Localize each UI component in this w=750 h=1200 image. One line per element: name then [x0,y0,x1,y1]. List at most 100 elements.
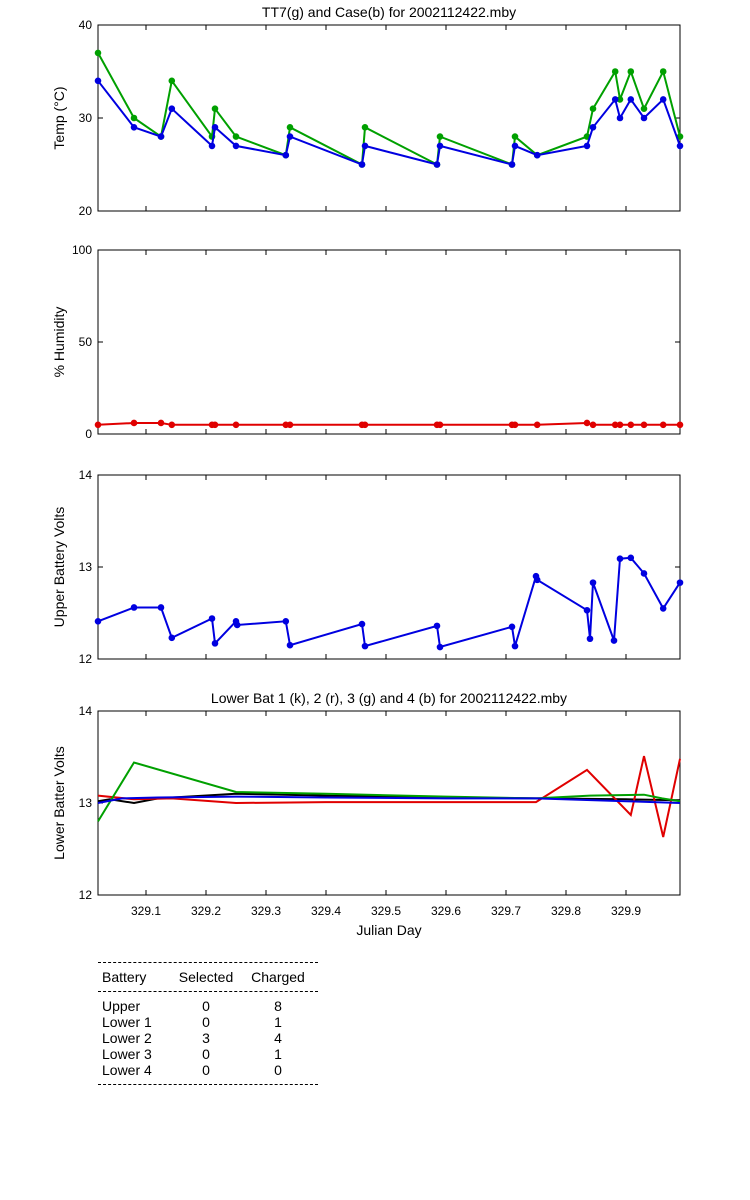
data-point [362,143,368,149]
row-charged: 1 [238,1046,318,1062]
data-point [131,115,137,121]
y-tick-label: 14 [79,704,93,718]
data-point [612,97,618,103]
data-point [283,152,289,158]
x-axis-label: Julian Day [356,922,421,938]
row-battery: Lower 3 [98,1046,174,1062]
data-point [362,422,368,428]
table-row: Upper 0 8 [98,998,318,1014]
table-rule-bottom [98,1084,318,1085]
row-selected: 0 [174,1014,238,1030]
data-point [628,422,634,428]
data-point [158,420,164,426]
data-point [509,624,515,630]
x-tick-label: 329.4 [311,904,341,918]
data-point [584,607,590,613]
row-battery: Lower 1 [98,1014,174,1030]
data-point [95,618,101,624]
data-point [512,422,518,428]
x-tick-label: 329.9 [611,904,641,918]
series-line-4-3 [98,763,680,822]
data-point [287,642,293,648]
chart-title-4: Lower Bat 1 (k), 2 (r), 3 (g) and 4 (b) … [211,690,567,706]
row-battery: Lower 2 [98,1030,174,1046]
data-point [169,635,175,641]
data-point [283,618,289,624]
data-point [677,143,683,149]
y-axis-label-2: % Humidity [51,307,67,378]
data-point [434,623,440,629]
series-line-3-1 [98,558,680,647]
data-point [512,143,518,149]
data-point [233,134,239,140]
row-charged: 1 [238,1014,318,1030]
data-point [660,422,666,428]
data-point [534,152,540,158]
y-tick-label: 40 [79,18,93,32]
table-row: Lower 1 0 1 [98,1014,318,1030]
x-tick-label: 329.5 [371,904,401,918]
data-point [212,125,218,131]
data-point [95,78,101,84]
x-tick-label: 329.2 [191,904,221,918]
data-point [169,78,175,84]
data-point [534,577,540,583]
data-point [641,106,647,112]
y-axis-label-3: Upper Battery Volts [51,507,67,628]
header-selected: Selected [174,963,238,991]
row-battery: Upper [98,998,174,1014]
data-point [169,422,175,428]
data-point [660,69,666,75]
data-point [617,556,623,562]
header-charged: Charged [238,963,318,991]
battery-status-table: Battery Selected Charged Upper 0 8 Lower… [98,962,318,1085]
data-point [362,125,368,131]
x-tick-label: 329.1 [131,904,161,918]
charts-canvas: TT7(g) and Case(b) for 2002112422.mby 20 3… [0,0,750,960]
x-tick-label: 329.8 [551,904,581,918]
plot-frame-2 [98,250,680,434]
data-point [212,106,218,112]
data-point [641,115,647,121]
data-point [512,643,518,649]
data-point [169,106,175,112]
data-point [362,643,368,649]
data-point [641,571,647,577]
plot-frame-1 [98,25,680,211]
y-tick-label: 12 [79,652,93,666]
data-point [677,580,683,586]
row-selected: 0 [174,998,238,1014]
y-axis-label-4: Lower Batter Volts [51,746,67,860]
data-point [617,115,623,121]
y-tick-label: 12 [79,888,93,902]
data-point [641,422,647,428]
table-row: Lower 2 3 4 [98,1030,318,1046]
y-tick-label: 13 [79,560,93,574]
data-point [590,422,596,428]
row-charged: 8 [238,998,318,1014]
data-point [509,162,515,168]
data-point [234,622,240,628]
table-row: Lower 3 0 1 [98,1046,318,1062]
table-row: Lower 4 0 0 [98,1062,318,1078]
data-point [590,106,596,112]
data-point [212,422,218,428]
data-point [287,125,293,131]
x-tick-label: 329.7 [491,904,521,918]
y-tick-label: 0 [85,427,92,441]
y-axis-label-1: Temp (°C) [51,86,67,149]
data-point [209,143,215,149]
data-point [512,134,518,140]
data-point [590,580,596,586]
data-point [660,97,666,103]
y-tick-label: 50 [79,335,93,349]
data-point [434,162,440,168]
data-point [437,143,443,149]
data-point [287,422,293,428]
data-point [359,162,365,168]
row-charged: 0 [238,1062,318,1078]
data-point [287,134,293,140]
table-header-row: Battery Selected Charged [98,963,318,991]
data-point [95,50,101,56]
data-point [628,555,634,561]
